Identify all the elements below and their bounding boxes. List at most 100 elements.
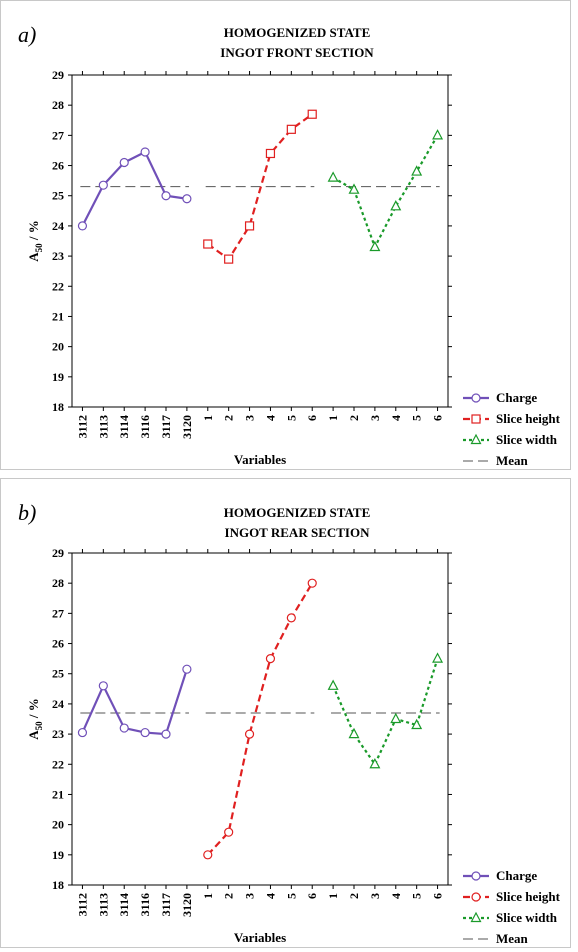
data-point bbox=[140, 147, 150, 157]
data-point bbox=[119, 157, 129, 168]
data-point bbox=[327, 679, 339, 690]
data-point bbox=[203, 850, 213, 860]
x-tick-label: 2 bbox=[347, 893, 361, 899]
data-point bbox=[327, 171, 339, 182]
data-point bbox=[411, 165, 423, 176]
legend-entry: Charge bbox=[463, 390, 537, 405]
data-point bbox=[224, 254, 234, 264]
y-tick-label: 21 bbox=[52, 309, 64, 323]
x-tick-label: 1 bbox=[201, 893, 215, 899]
data-point bbox=[244, 729, 255, 739]
x-tick-label: 6 bbox=[431, 415, 445, 421]
series-line-charge bbox=[81, 150, 188, 227]
chart-panel-a: a) HOMOGENIZED STATE INGOT FRONT SECTION 18… bbox=[0, 0, 571, 470]
x-tick-label: 3 bbox=[243, 893, 257, 899]
y-tick-label: 18 bbox=[52, 878, 64, 892]
data-point bbox=[140, 727, 150, 738]
data-point bbox=[286, 613, 296, 623]
data-point bbox=[390, 712, 402, 724]
data-point bbox=[98, 681, 108, 691]
series-line-charge bbox=[81, 668, 188, 736]
data-point bbox=[348, 727, 360, 739]
legend-label: Mean bbox=[496, 453, 529, 468]
data-point bbox=[77, 727, 88, 738]
x-tick-label: 5 bbox=[284, 893, 298, 899]
legend-entry: Mean bbox=[463, 453, 529, 468]
x-tick-label: 5 bbox=[410, 893, 424, 899]
y-tick-label: 18 bbox=[52, 400, 64, 414]
legend-label: Slice height bbox=[496, 411, 561, 426]
data-point bbox=[432, 652, 444, 663]
x-tick-label: 5 bbox=[284, 415, 298, 421]
y-tick-label: 29 bbox=[52, 68, 64, 82]
y-tick-label: 23 bbox=[52, 727, 64, 741]
y-tick-label: 26 bbox=[52, 159, 64, 173]
x-tick-label: 3117 bbox=[159, 415, 173, 438]
y-axis-label: A50 / % bbox=[26, 698, 44, 740]
data-point bbox=[432, 129, 444, 140]
x-tick-label: 3116 bbox=[138, 415, 152, 438]
data-point bbox=[161, 729, 171, 739]
y-axis-label-main: A bbox=[26, 252, 41, 262]
x-tick-label: 3114 bbox=[117, 893, 131, 916]
y-tick-label: 28 bbox=[52, 576, 64, 590]
x-tick-label: 2 bbox=[222, 415, 236, 421]
x-tick-label: 4 bbox=[263, 893, 277, 899]
data-point bbox=[348, 183, 360, 194]
data-point bbox=[98, 180, 108, 190]
data-point bbox=[307, 109, 317, 119]
y-axis-label-main: A bbox=[26, 730, 41, 740]
data-point bbox=[182, 194, 192, 204]
x-tick-label: 3 bbox=[243, 415, 257, 421]
x-tick-label: 3120 bbox=[180, 893, 194, 917]
chart-title-line: INGOT REAR SECTION bbox=[225, 525, 371, 540]
x-tick-label: 2 bbox=[347, 415, 361, 421]
x-tick-label: 4 bbox=[389, 415, 403, 421]
data-point bbox=[161, 191, 171, 201]
y-tick-label: 26 bbox=[52, 637, 64, 651]
legend-label: Slice width bbox=[496, 432, 558, 447]
x-axis-label: Variables bbox=[234, 452, 286, 467]
y-axis-label-unit: / % bbox=[26, 220, 41, 243]
data-point bbox=[369, 757, 381, 769]
legend-label: Slice height bbox=[496, 889, 561, 904]
data-point bbox=[182, 664, 192, 674]
x-tick-label: 3117 bbox=[159, 893, 173, 916]
data-point bbox=[244, 221, 255, 231]
x-tick-label: 1 bbox=[326, 893, 340, 899]
chart-title-line: HOMOGENIZED STATE bbox=[224, 505, 371, 520]
legend-entry: Slice height bbox=[463, 889, 561, 904]
data-point bbox=[119, 723, 129, 733]
x-tick-label: 3 bbox=[368, 415, 382, 421]
x-tick-label: 6 bbox=[431, 893, 445, 899]
data-point bbox=[77, 221, 88, 231]
y-axis-label-sub: 50 bbox=[34, 721, 44, 731]
x-tick-label: 5 bbox=[410, 415, 424, 421]
x-tick-label: 1 bbox=[326, 415, 340, 421]
legend-label: Charge bbox=[496, 390, 537, 405]
chart-title-line: INGOT FRONT SECTION bbox=[220, 45, 374, 60]
y-tick-label: 19 bbox=[52, 848, 64, 862]
series-line-slice-height bbox=[206, 582, 314, 856]
legend-marker bbox=[470, 433, 482, 445]
chart-panel-b: b) HOMOGENIZED STATE INGOT REAR SECTION 18 1… bbox=[0, 478, 571, 948]
y-tick-label: 29 bbox=[52, 546, 64, 560]
data-point bbox=[265, 654, 276, 664]
legend-label: Charge bbox=[496, 868, 537, 883]
series-line-slice-width bbox=[332, 134, 439, 250]
legend-marker bbox=[471, 393, 481, 403]
legend-entry: Slice width bbox=[463, 432, 558, 447]
plot-frame bbox=[71, 74, 449, 408]
x-axis-label: Variables bbox=[234, 930, 286, 945]
chart-title-line: HOMOGENIZED STATE bbox=[224, 25, 371, 40]
y-tick-label: 25 bbox=[52, 667, 64, 681]
y-tick-label: 21 bbox=[52, 787, 64, 801]
legend-marker bbox=[470, 911, 482, 923]
x-tick-label: 3116 bbox=[138, 893, 152, 916]
x-tick-label: 2 bbox=[222, 893, 236, 899]
y-axis-label-unit: / % bbox=[26, 698, 41, 721]
legend-label: Mean bbox=[496, 931, 529, 946]
x-tick-label: 4 bbox=[263, 415, 277, 421]
